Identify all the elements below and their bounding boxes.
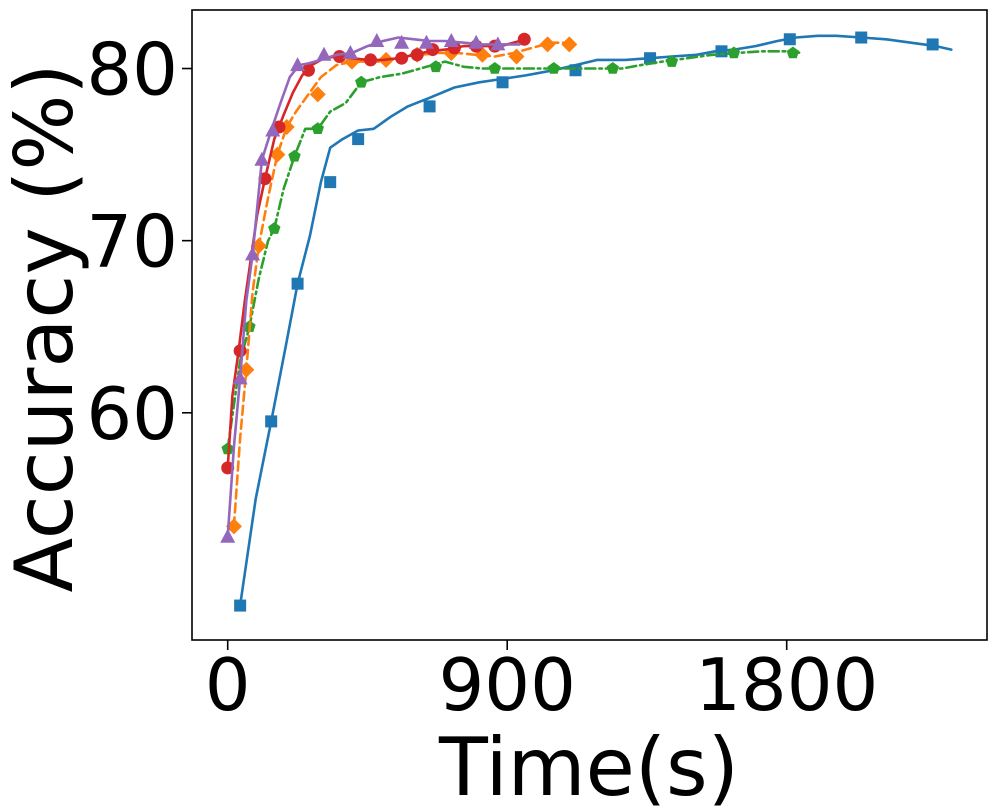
data-point: [855, 31, 868, 44]
y-tick-label: 60: [86, 372, 178, 456]
data-point: [220, 528, 236, 543]
data-point: [355, 75, 368, 88]
data-point: [288, 149, 301, 162]
data-point: [232, 370, 248, 385]
data-point: [443, 32, 459, 47]
data-point: [233, 344, 247, 358]
x-axis-title: Time(s): [438, 721, 739, 812]
data-point: [395, 51, 409, 65]
data-point: [547, 62, 560, 74]
data-point: [783, 33, 796, 46]
data-point: [727, 46, 741, 59]
data-point: [665, 55, 678, 67]
data-point: [569, 64, 582, 77]
y-tick-label: 70: [86, 200, 178, 284]
data-point: [352, 133, 365, 146]
data-point: [364, 53, 378, 67]
data-point: [311, 122, 324, 134]
data-point: [245, 246, 261, 261]
data-point: [301, 63, 315, 77]
tick-layer: 0 900 1800 60 70 80: [86, 28, 878, 727]
data-point: [926, 38, 939, 51]
data-point: [508, 48, 525, 65]
series-2: [221, 46, 804, 455]
data-point: [394, 34, 410, 49]
data-point: [342, 45, 358, 60]
data-point: [606, 62, 619, 74]
x-tick-label: 1800: [695, 643, 878, 727]
data-point: [265, 122, 281, 137]
y-axis-title: Accuracy (%): [0, 63, 91, 592]
data-point: [324, 176, 337, 189]
data-point: [258, 172, 272, 186]
data-point: [268, 222, 281, 234]
series-5: [220, 32, 521, 543]
data-point: [644, 52, 657, 65]
data-point: [539, 36, 556, 53]
data-point: [316, 46, 332, 61]
series-layer: [220, 31, 953, 612]
data-point: [786, 46, 800, 59]
data-point: [561, 36, 578, 53]
data-point: [290, 57, 306, 72]
plot-area: [191, 9, 988, 641]
data-point: [418, 34, 434, 49]
data-point: [423, 100, 436, 113]
data-point: [490, 36, 506, 51]
data-point: [269, 146, 286, 163]
x-tick-label: 0: [205, 643, 251, 727]
data-point: [488, 62, 501, 74]
data-point: [234, 599, 247, 612]
y-tick-label: 80: [86, 28, 178, 112]
data-point: [410, 48, 424, 62]
data-point: [496, 76, 509, 89]
data-point: [291, 277, 304, 290]
data-point: [254, 151, 270, 166]
data-point: [309, 86, 326, 103]
data-point: [468, 34, 484, 49]
data-point: [517, 32, 531, 46]
data-point: [369, 32, 385, 47]
x-tick-label: 900: [438, 643, 575, 727]
data-point: [429, 60, 442, 73]
data-point: [265, 415, 278, 428]
